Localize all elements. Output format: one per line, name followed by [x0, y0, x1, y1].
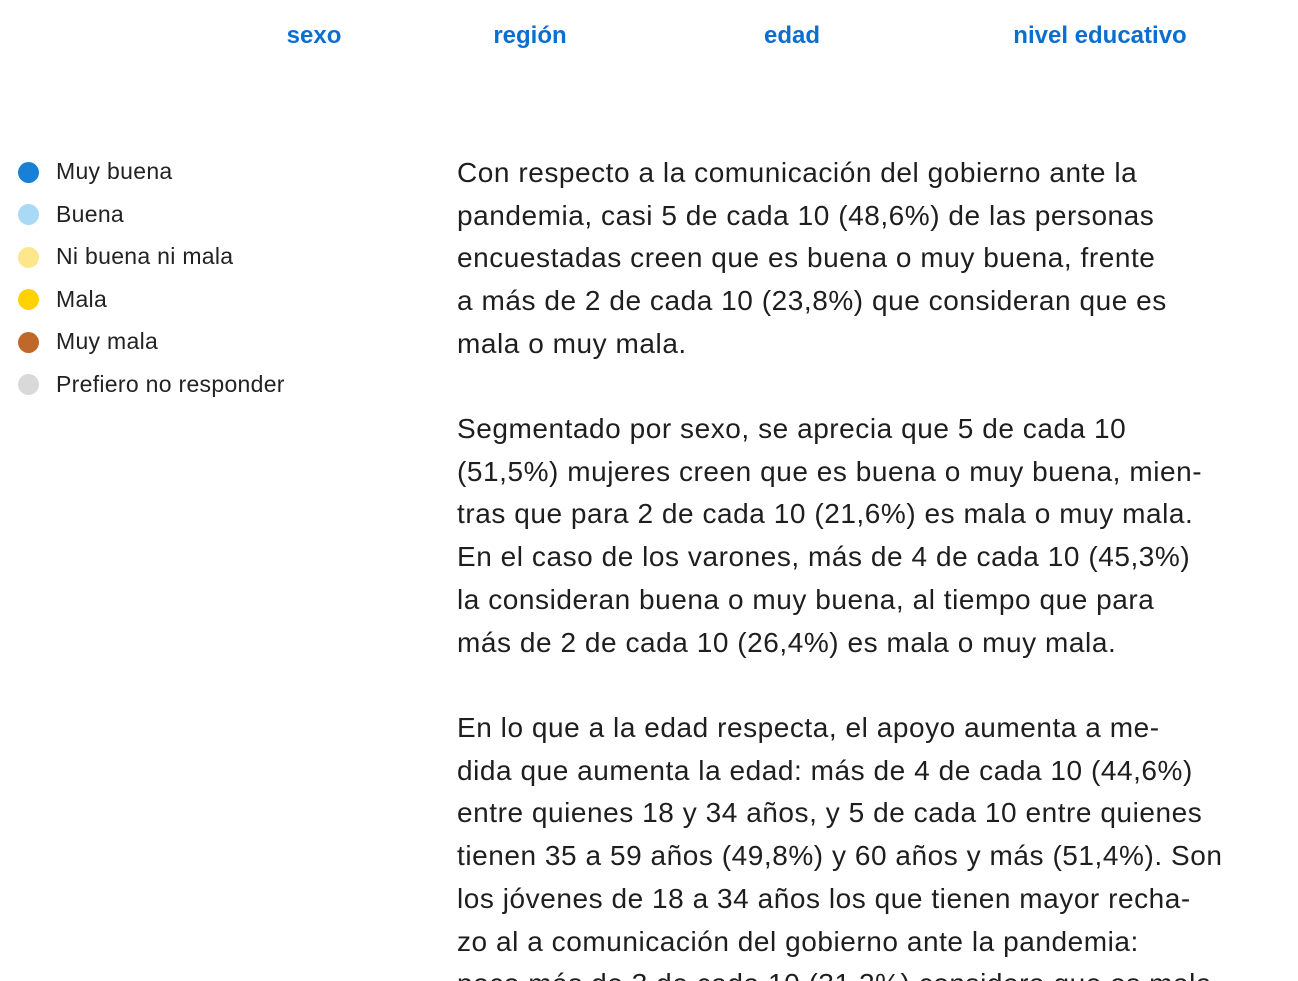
legend-label: Ni buena ni mala: [56, 243, 234, 269]
text-line: entre quienes 18 y 34 años, y 5 de cada …: [457, 797, 1203, 829]
legend-dot: [18, 246, 39, 268]
tab[interactable]: sexo: [286, 22, 342, 49]
legend-dot: [18, 289, 39, 310]
text-line: encuestadas creen que es buena o muy bue…: [457, 242, 1156, 274]
text-line: Segmentado por sexo, se aprecia que 5 de…: [457, 413, 1127, 444]
text-line: mala o muy mala.: [457, 327, 687, 359]
tab[interactable]: nivel educativo: [1013, 22, 1187, 49]
text-line: En el caso de los varones, más de 4 de c…: [457, 541, 1191, 573]
legend-dot: [18, 161, 39, 183]
text-line: Con respecto a la comunicación del gobie…: [457, 157, 1138, 188]
legend-label: Mala: [56, 285, 108, 312]
text-line: más de 2 de cada 10 (26,4%) es mala o mu…: [457, 626, 1117, 658]
legend-dot: [18, 204, 39, 225]
legend-label: Prefiero no responder: [56, 370, 285, 397]
tab[interactable]: región: [493, 22, 567, 49]
text-line: a más de 2 de cada 10 (23,8%) que consid…: [457, 285, 1167, 317]
text-line: zo al a comunicación del gobierno ante l…: [457, 925, 1139, 957]
legend-label: Muy buena: [56, 158, 173, 184]
text-line: la consideran buena o muy buena, al tiem…: [457, 583, 1155, 615]
text-line: poco más de 3 de cada 10 (31,2%) conside…: [457, 968, 1212, 981]
legend-label: Buena: [56, 200, 125, 227]
text-line: los jóvenes de 18 a 34 años los que tien…: [457, 882, 1191, 914]
text-line: (51,5%) mujeres creen que es buena o muy…: [457, 455, 1203, 487]
text-line: tras que para 2 de cada 10 (21,6%) es ma…: [457, 498, 1194, 530]
tab[interactable]: edad: [763, 22, 821, 49]
text-line: En lo que a la edad respecta, el apoyo a…: [457, 712, 1160, 743]
legend-label: Muy mala: [56, 328, 159, 354]
text-line: dida que aumenta la edad: más de 4 de ca…: [457, 754, 1193, 786]
legend-dot: [18, 331, 39, 353]
text-line: pandemia, casi 5 de cada 10 (48,6%) de l…: [457, 199, 1155, 231]
legend-dot: [18, 374, 39, 395]
text-line: tienen 35 a 59 años (49,8%) y 60 años y …: [457, 840, 1223, 872]
